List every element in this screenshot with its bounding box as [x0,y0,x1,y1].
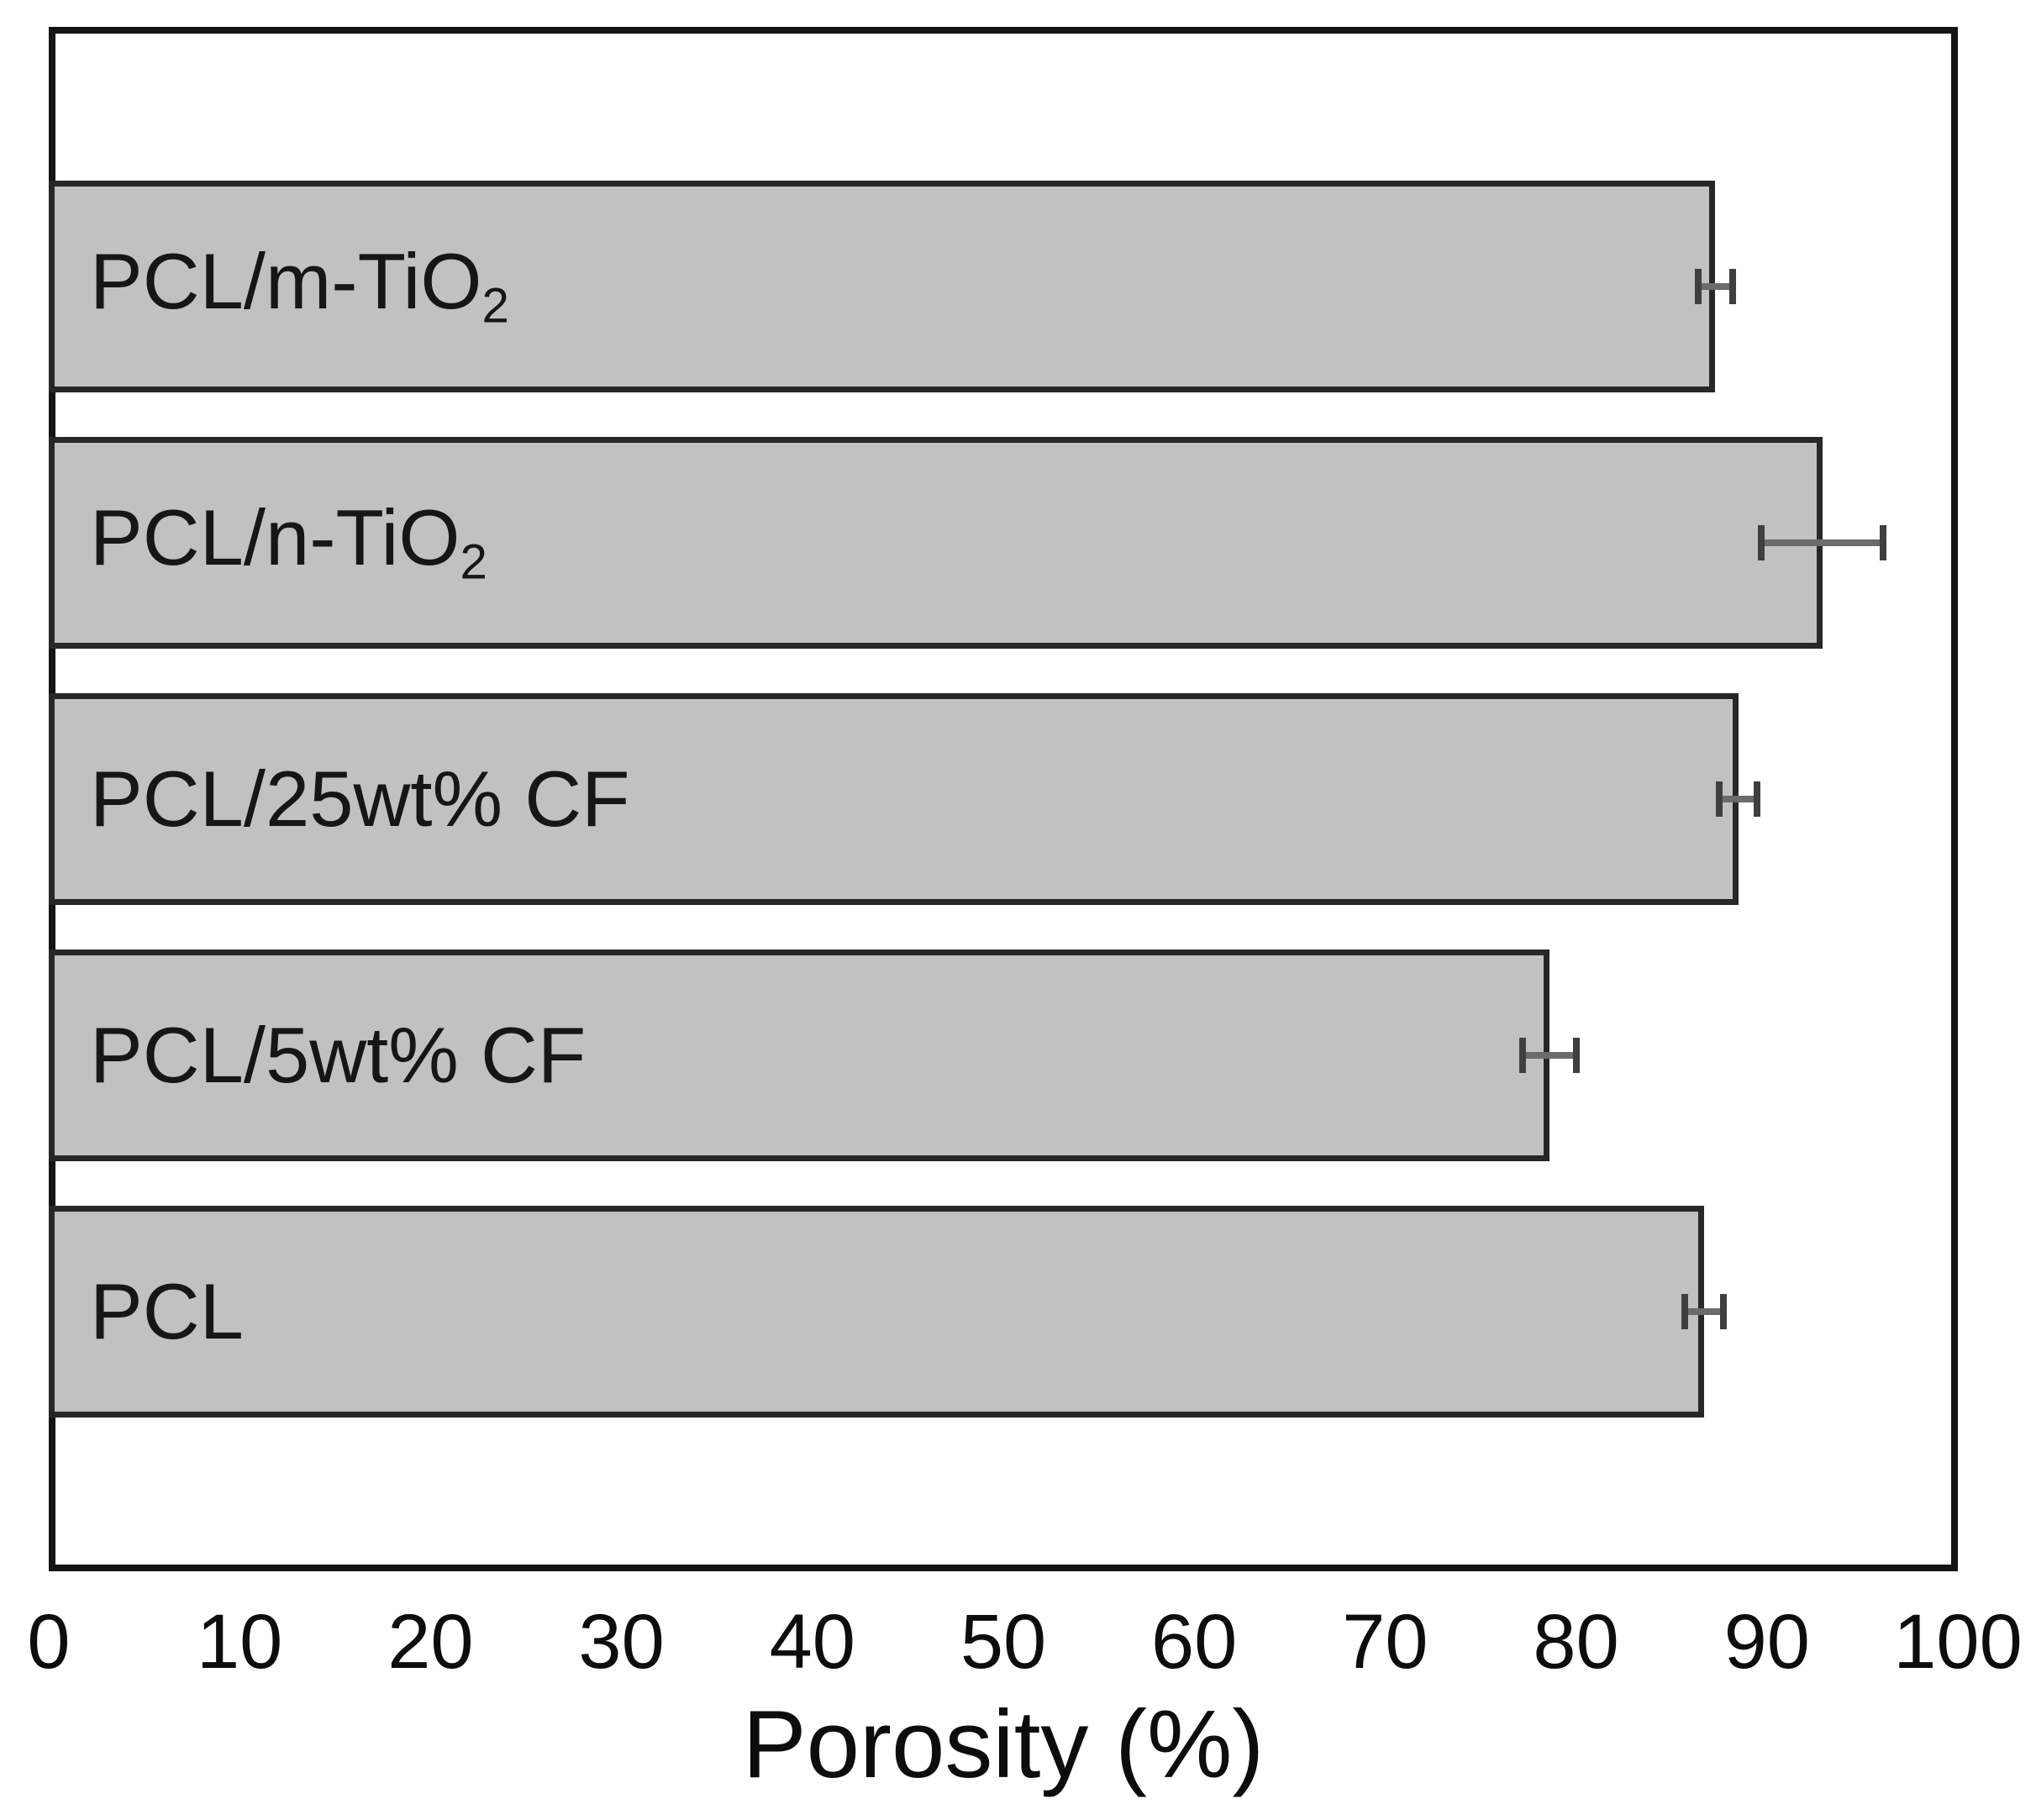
error-bar-cap [1719,1294,1727,1329]
x-tick-label: 10 [197,1599,283,1685]
error-bar-cap [1757,525,1765,560]
error-bar-cap [1716,781,1723,817]
error-bar-line [1760,539,1884,546]
x-tick-label: 40 [769,1599,855,1685]
x-axis-title: Porosity (%) [742,1691,1265,1798]
error-bar-cap [1681,1294,1689,1329]
bar-label: PCL [90,1267,244,1355]
bar-label: PCL/5wt% CF [90,1011,587,1099]
error-bar-cap [1572,1038,1580,1073]
x-tick-label: 70 [1342,1599,1428,1685]
error-bar-line [1719,796,1758,802]
x-tick-label: 50 [960,1599,1047,1685]
error-bar-cap [1754,781,1761,817]
bar-label: PCL/m-TiO2 [90,237,509,334]
bar-label-subscript: 2 [460,534,487,590]
bar: PCL [49,1206,1704,1418]
x-tick-label: 80 [1533,1599,1619,1685]
error-bar-cap [1695,269,1702,304]
error-bar-line [1685,1308,1723,1315]
x-tick-label: 0 [27,1599,71,1685]
error-bar-cap [1880,525,1887,560]
bar-label-subscript: 2 [481,278,509,334]
x-tick-label: 30 [578,1599,665,1685]
x-tick-label: 90 [1723,1599,1810,1685]
x-tick-label: 100 [1893,1599,2023,1685]
error-bar-cap [1728,269,1736,304]
x-tick-label: 20 [387,1599,474,1685]
bar-label: PCL/n-TiO2 [90,493,487,590]
error-bar-cap [1518,1038,1526,1073]
error-bar-line [1522,1052,1576,1059]
x-tick-label: 60 [1151,1599,1238,1685]
bar: PCL/m-TiO2 [49,181,1716,392]
error-bar-line [1698,283,1733,290]
bar-label: PCL/25wt% CF [90,755,630,843]
bar: PCL/n-TiO2 [49,437,1823,649]
bar: PCL/5wt% CF [49,949,1549,1161]
bar: PCL/25wt% CF [49,693,1739,905]
